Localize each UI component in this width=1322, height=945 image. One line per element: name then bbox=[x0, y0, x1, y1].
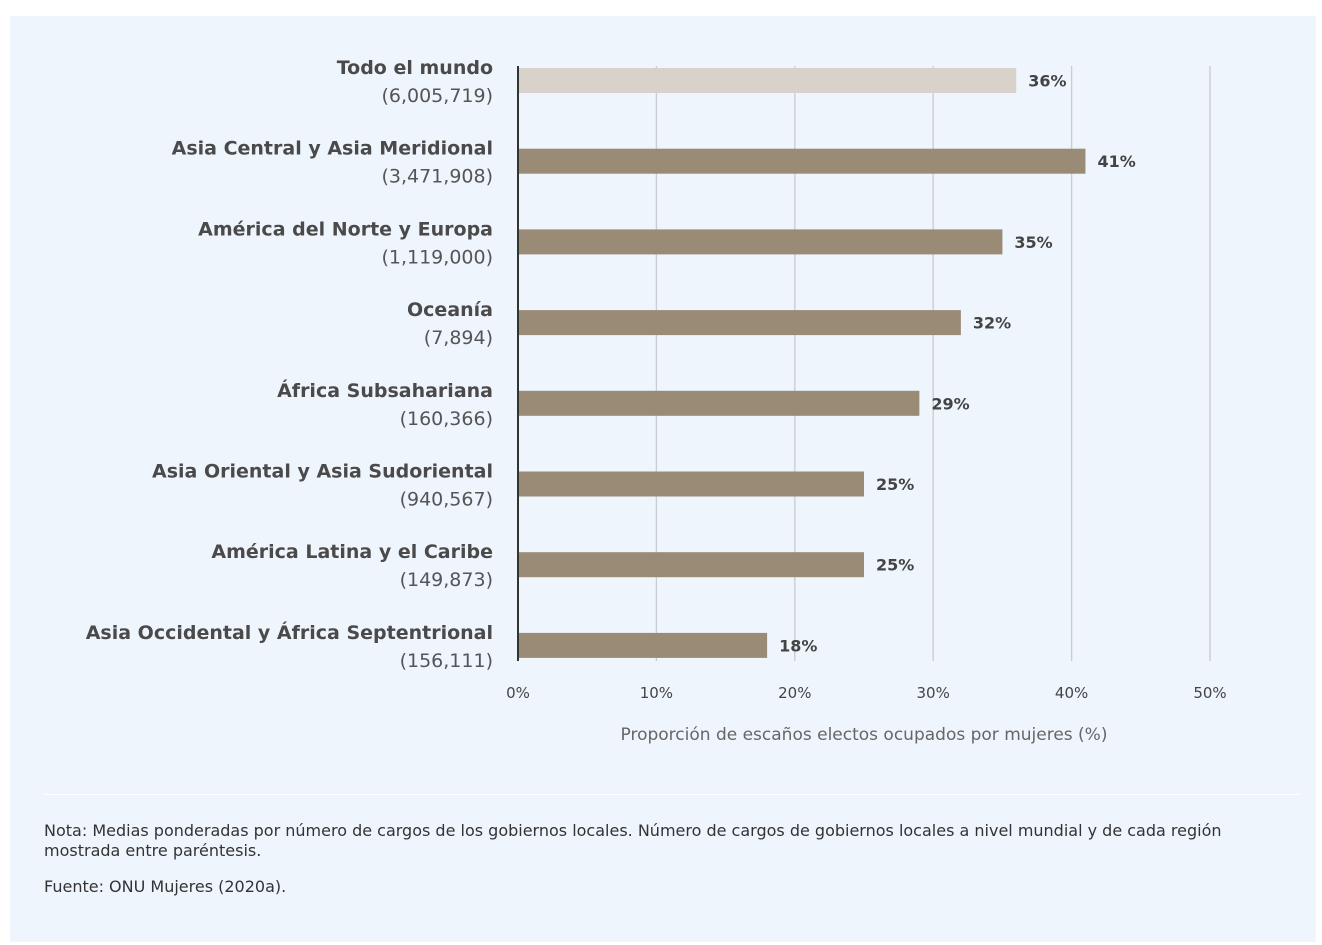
category-count-4: (160,366) bbox=[400, 408, 493, 430]
category-count-2: (1,119,000) bbox=[381, 246, 493, 268]
bar-2 bbox=[518, 229, 1003, 255]
bar-value-label-5: 25% bbox=[876, 475, 914, 494]
category-label-5: Asia Oriental y Asia Sudoriental bbox=[152, 461, 493, 483]
bar-4 bbox=[518, 390, 920, 416]
bar-chart: 36% Todo el mundo (6,005,719) 41% Asia Centr… bbox=[86, 57, 1227, 745]
note-text: Nota: Medias ponderadas por número de ca… bbox=[44, 821, 1222, 860]
category-count-7: (156,111) bbox=[400, 650, 493, 672]
source-text: Fuente: ONU Mujeres (2020a). bbox=[44, 877, 287, 896]
figure-panel: 36% Todo el mundo (6,005,719) 41% Asia Centr… bbox=[10, 16, 1316, 942]
bar-7 bbox=[518, 632, 768, 658]
x-tick-label-0: 0% bbox=[506, 684, 530, 702]
category-label-7: Asia Occidental y África Septentrional bbox=[86, 621, 493, 644]
bar-value-label-0: 36% bbox=[1028, 72, 1066, 91]
category-count-6: (149,873) bbox=[400, 569, 493, 591]
category-label-2: América del Norte y Europa bbox=[198, 218, 493, 240]
bar-1 bbox=[518, 148, 1086, 174]
bar-3 bbox=[518, 310, 961, 336]
category-label-1: Asia Central y Asia Meridional bbox=[172, 138, 493, 160]
category-label-4: África Subsahariana bbox=[277, 379, 493, 402]
category-count-3: (7,894) bbox=[424, 327, 493, 349]
x-tick-label-4: 40% bbox=[1055, 684, 1088, 702]
bar-value-label-2: 35% bbox=[1014, 233, 1052, 252]
category-label-0: Todo el mundo bbox=[337, 57, 493, 79]
x-tick-label-2: 20% bbox=[778, 684, 811, 702]
category-count-5: (940,567) bbox=[400, 489, 493, 511]
x-tick-label-1: 10% bbox=[640, 684, 673, 702]
category-count-0: (6,005,719) bbox=[381, 85, 493, 107]
x-tick-label-5: 50% bbox=[1193, 684, 1226, 702]
bar-6 bbox=[518, 552, 864, 578]
bar-value-label-1: 41% bbox=[1097, 152, 1135, 171]
category-label-3: Oceanía bbox=[407, 299, 493, 321]
bar-5 bbox=[518, 471, 864, 497]
divider bbox=[44, 794, 1300, 795]
bar-0 bbox=[518, 68, 1017, 93]
x-axis-title: Proporción de escaños electos ocupados p… bbox=[621, 725, 1108, 745]
bar-value-label-3: 32% bbox=[973, 314, 1011, 333]
bar-value-label-4: 29% bbox=[931, 394, 969, 413]
category-count-1: (3,471,908) bbox=[381, 166, 493, 188]
x-tick-label-3: 30% bbox=[917, 684, 950, 702]
bar-value-label-6: 25% bbox=[876, 556, 914, 575]
bar-value-label-7: 18% bbox=[779, 636, 817, 655]
category-label-6: América Latina y el Caribe bbox=[211, 541, 493, 563]
